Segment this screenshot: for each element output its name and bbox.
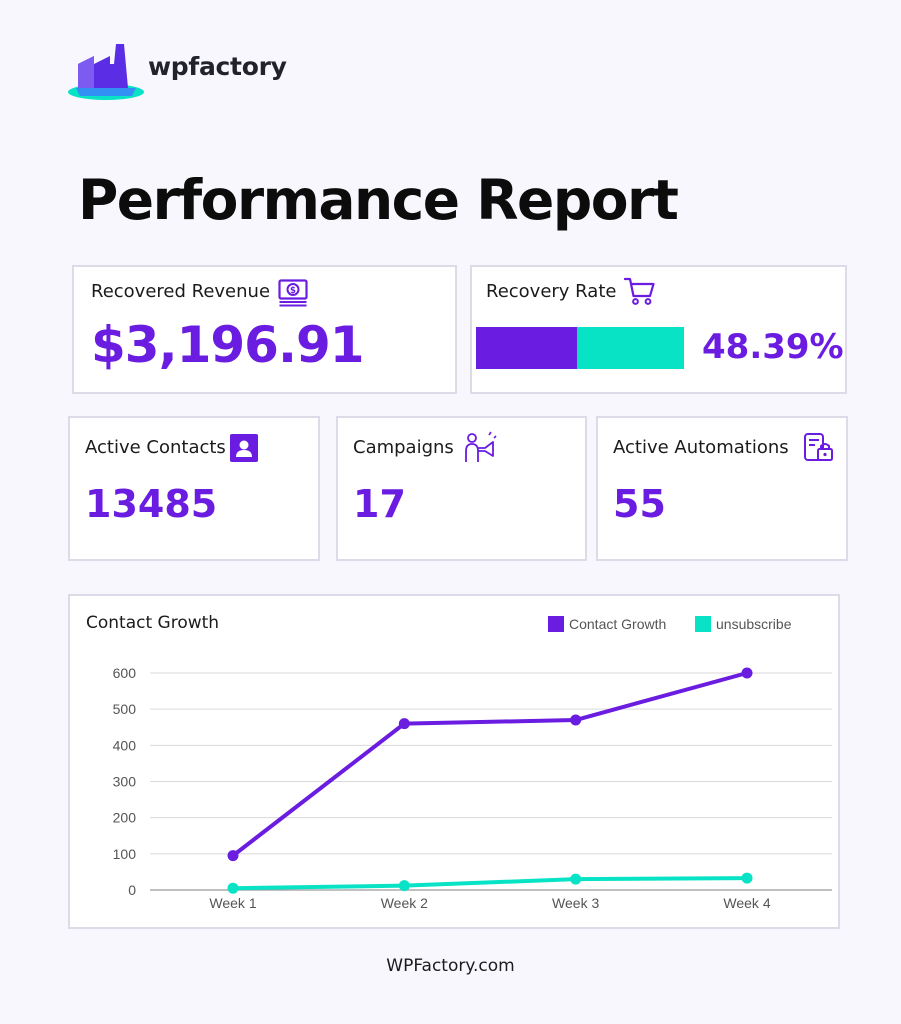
x-tick-label: Week 1 <box>209 895 256 911</box>
y-tick-label: 0 <box>128 882 136 898</box>
y-tick-label: 400 <box>113 737 137 753</box>
active-automations-value: 55 <box>613 482 666 526</box>
campaigns-label: Campaigns <box>353 437 454 458</box>
active-contacts-card: Active Contacts 13485 <box>68 416 320 561</box>
contact-growth-chart: 0 100 200 300 400 500 600 Week 1 Week 2 Week 3 Wee… <box>113 665 832 911</box>
series-line-unsubscribe <box>231 876 749 891</box>
y-tick-label: 500 <box>113 701 137 717</box>
factory-logo-icon <box>68 44 144 100</box>
data-point-contact-growth <box>398 718 410 730</box>
data-point-unsubscribe <box>398 880 410 892</box>
recovered-revenue-card: Recovered Revenue $ $3,196.91 <box>72 265 457 394</box>
footer-link[interactable]: WPFactory.com <box>386 956 515 976</box>
contact-card-icon <box>230 434 258 462</box>
megaphone-icon <box>465 431 497 462</box>
recovery-rate-value: 48.39% <box>702 327 844 367</box>
y-tick-label: 600 <box>113 665 137 681</box>
data-point-contact-growth <box>227 850 239 862</box>
recovery-rate-card: Recovery Rate 48.39% <box>470 265 847 394</box>
data-point-unsubscribe <box>741 872 753 884</box>
data-point-contact-growth <box>570 714 582 726</box>
recovered-revenue-value: $3,196.91 <box>91 316 365 374</box>
legend-swatch-contact-growth <box>548 616 564 632</box>
recovery-rate-bar-fill <box>476 327 577 369</box>
campaigns-card: Campaigns 17 <box>336 416 587 561</box>
legend-contact-growth[interactable]: Contact Growth <box>548 616 666 632</box>
brand-logo[interactable]: wpfactory <box>66 40 326 104</box>
y-tick-label: 200 <box>113 810 137 826</box>
brand-name: wpfactory <box>148 52 287 81</box>
recovered-revenue-label: Recovered Revenue <box>91 281 271 302</box>
data-point-contact-growth <box>741 667 753 679</box>
y-tick-label: 100 <box>113 846 137 862</box>
active-automations-label: Active Automations <box>613 437 789 458</box>
legend-label-unsubscribe: unsubscribe <box>716 616 792 632</box>
campaigns-value: 17 <box>353 482 406 526</box>
x-tick-label: Week 2 <box>381 895 428 911</box>
legend-swatch-unsubscribe <box>695 616 711 632</box>
shopping-cart-icon <box>624 277 655 305</box>
active-contacts-label: Active Contacts <box>85 437 226 458</box>
y-tick-label: 300 <box>113 774 137 790</box>
series-line-contact-growth <box>231 671 749 858</box>
recovery-rate-label: Recovery Rate <box>486 281 617 302</box>
chart-title: Contact Growth <box>86 613 220 633</box>
contact-growth-chart-card: 0 100 200 300 400 500 600 Week 1 Week 2 Week 3 Wee… <box>68 594 840 929</box>
legend-unsubscribe[interactable]: unsubscribe <box>695 616 792 632</box>
money-bill-icon: $ <box>278 279 308 307</box>
data-point-unsubscribe <box>570 873 582 885</box>
svg-text:$: $ <box>290 286 296 296</box>
active-contacts-value: 13485 <box>85 482 218 526</box>
x-tick-label: Week 3 <box>552 895 599 911</box>
recovery-rate-bar <box>476 327 684 369</box>
automation-icon <box>804 433 833 461</box>
recovery-rate-bar-remainder <box>577 327 684 369</box>
data-point-unsubscribe <box>227 882 239 894</box>
active-automations-card: Active Automations 55 <box>596 416 848 561</box>
x-tick-label: Week 4 <box>723 895 770 911</box>
legend-label-contact-growth: Contact Growth <box>569 616 667 632</box>
page-title: Performance Report <box>78 168 679 232</box>
